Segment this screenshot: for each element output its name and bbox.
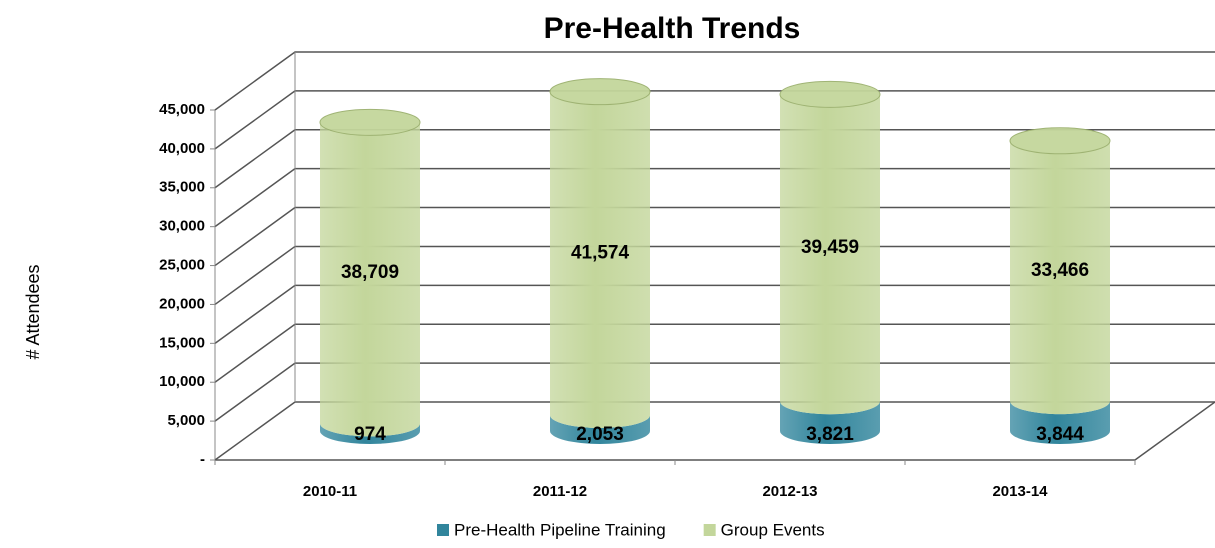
cylinder-top [549, 78, 651, 106]
back-wall [215, 52, 295, 460]
cylinder-top [1009, 127, 1111, 155]
cylinder-segment [550, 415, 650, 444]
legend-swatch [437, 524, 449, 536]
cylinder-segment [320, 423, 420, 444]
chart-title: Pre-Health Trends [544, 12, 801, 45]
cylinder-segment [1010, 140, 1110, 415]
data-label: 2,053 [576, 424, 624, 445]
cylinder-segment [1010, 401, 1110, 444]
cylinder-segment [780, 94, 880, 415]
data-label: 38,709 [341, 262, 399, 283]
y-axis-label: # Attendees [23, 264, 43, 359]
y-tick-label: 35,000 [159, 179, 205, 196]
x-tick-label: 2012-13 [762, 483, 817, 500]
y-tick-label: 5,000 [167, 412, 205, 429]
x-tick-label: 2011-12 [533, 483, 587, 500]
x-tick-label: 2010-11 [303, 483, 357, 500]
cylinder-segment [550, 91, 650, 429]
data-label: 3,844 [1036, 424, 1084, 445]
y-tick-label: 25,000 [159, 257, 205, 274]
legend-label: Group Events [721, 520, 825, 539]
data-label: 3,821 [806, 424, 854, 445]
y-tick-label: 30,000 [159, 218, 205, 235]
y-tick-label: 20,000 [159, 295, 205, 312]
y-tick-label: - [200, 451, 205, 468]
x-tick-label: 2013-14 [992, 483, 1048, 500]
data-label: 39,459 [801, 237, 859, 258]
y-tick-label: 45,000 [159, 101, 205, 118]
y-tick-label: 40,000 [159, 140, 205, 157]
y-tick-label: 10,000 [159, 373, 205, 390]
data-label: 974 [354, 424, 386, 445]
grid-line [214, 51, 1215, 111]
cylinder-segment [319, 122, 420, 437]
legend-swatch [703, 524, 716, 536]
data-label: 41,574 [571, 242, 630, 263]
data-label: 33,466 [1031, 260, 1089, 281]
legend-label: Pre-Health Pipeline Training [454, 520, 666, 539]
cylinder-segment [780, 401, 880, 444]
cylinder-top [779, 80, 881, 108]
y-tick-label: 15,000 [159, 334, 205, 351]
cylinder-top [319, 108, 421, 136]
